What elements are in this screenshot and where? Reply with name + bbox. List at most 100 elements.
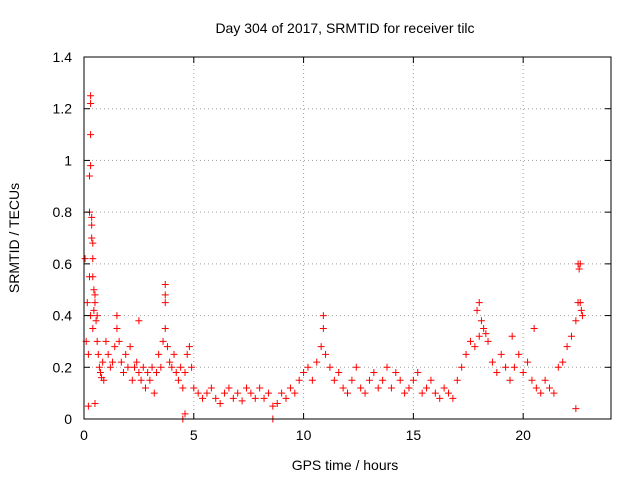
x-tick-label: 10 — [296, 427, 312, 443]
data-point — [179, 384, 187, 392]
data-point — [199, 394, 207, 402]
y-axis-title: SRMTID / TECUs — [6, 183, 22, 293]
data-point — [146, 376, 154, 384]
data-point — [150, 389, 158, 397]
data-point — [576, 299, 584, 307]
data-point — [409, 376, 417, 384]
data-point — [221, 389, 229, 397]
data-point — [352, 363, 360, 371]
data-point — [88, 213, 96, 221]
data-point — [344, 389, 351, 397]
data-point — [374, 384, 382, 392]
data-point — [574, 260, 582, 268]
data-point — [313, 358, 321, 366]
y-tick-label: 1.2 — [53, 101, 73, 117]
data-point — [383, 363, 391, 371]
data-point — [126, 343, 134, 351]
data-point — [418, 389, 426, 397]
data-point — [559, 358, 567, 366]
x-tick-label: 5 — [190, 427, 198, 443]
data-point — [181, 368, 189, 376]
data-point — [256, 384, 264, 392]
data-point — [85, 172, 93, 180]
data-point — [319, 325, 327, 332]
data-point — [172, 368, 180, 376]
data-point — [506, 376, 514, 384]
data-point — [170, 350, 178, 358]
data-point — [563, 343, 571, 351]
data-point — [251, 394, 259, 402]
data-point — [264, 389, 272, 397]
data-point — [168, 363, 176, 371]
data-point — [260, 394, 268, 402]
data-point — [88, 234, 96, 242]
data-point — [308, 376, 316, 384]
data-point — [102, 337, 110, 345]
data-point — [95, 363, 103, 371]
data-point — [392, 368, 400, 376]
data-point — [572, 405, 580, 413]
data-point — [115, 337, 123, 345]
data-point — [537, 389, 545, 397]
data-point — [106, 363, 114, 371]
data-point — [578, 312, 586, 320]
data-point — [216, 399, 224, 407]
data-point — [137, 376, 145, 384]
data-point — [225, 384, 233, 392]
data-point — [278, 389, 286, 397]
data-point — [234, 389, 242, 397]
data-point — [91, 399, 99, 407]
data-point — [554, 363, 562, 371]
grid-lines — [84, 57, 611, 419]
data-point — [109, 358, 117, 366]
x-tick-label: 20 — [515, 427, 531, 443]
y-tick-label: 1 — [64, 152, 72, 168]
data-point — [87, 100, 95, 108]
data-point — [212, 394, 220, 402]
data-point — [139, 363, 147, 371]
data-point — [449, 394, 457, 402]
data-point — [319, 312, 327, 320]
data-point — [273, 399, 281, 407]
y-tick-label: 0.6 — [53, 256, 73, 272]
data-point — [122, 350, 130, 358]
data-point — [185, 343, 193, 351]
data-point — [90, 286, 98, 294]
data-point — [361, 389, 369, 397]
y-tick-label: 1.4 — [53, 49, 73, 65]
data-point — [93, 337, 101, 345]
data-point — [482, 330, 490, 338]
y-tick-label: 0.2 — [53, 359, 73, 375]
x-tick-label: 0 — [80, 427, 88, 443]
data-point — [427, 376, 435, 384]
data-point — [480, 325, 488, 332]
data-point — [567, 332, 575, 340]
data-point — [317, 343, 325, 351]
data-point — [84, 402, 92, 410]
data-point — [188, 363, 196, 371]
y-tick-label: 0.8 — [53, 204, 73, 220]
plot-frame — [83, 56, 612, 420]
data-point — [91, 291, 99, 299]
data-point — [87, 92, 95, 100]
data-point — [113, 312, 121, 320]
data-point — [405, 384, 413, 392]
data-point — [161, 299, 169, 307]
data-point — [242, 384, 250, 392]
x-axis-ticks: 0 5 10 15 20 — [80, 57, 531, 443]
data-point — [401, 389, 409, 397]
x-axis-title: GPS time / hours — [292, 457, 399, 473]
data-point — [124, 363, 132, 371]
data-point — [177, 363, 185, 371]
data-point — [326, 363, 334, 371]
data-point — [113, 325, 121, 332]
data-point — [304, 363, 312, 371]
data-point — [92, 317, 100, 325]
data-point — [466, 337, 474, 345]
data-point — [203, 389, 211, 397]
data-point — [94, 350, 102, 358]
data-point — [190, 384, 198, 392]
data-point — [453, 376, 461, 384]
data-point — [89, 239, 97, 247]
